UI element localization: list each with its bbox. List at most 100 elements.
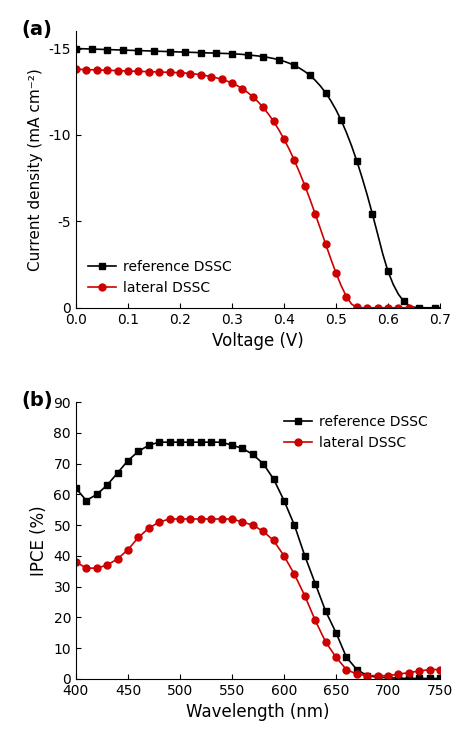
lateral DSSC (271, 536, 276, 545)
lateral DSSC (209, 514, 214, 523)
reference DSSC (73, 44, 79, 53)
reference DSSC (427, 674, 432, 683)
lateral DSSC (302, 591, 308, 600)
lateral DSSC (167, 514, 173, 523)
Text: (a): (a) (21, 20, 52, 39)
Y-axis label: IPCE (%): IPCE (%) (30, 505, 48, 576)
lateral DSSC (416, 666, 422, 675)
reference DSSC (416, 303, 422, 312)
lateral DSSC (396, 670, 401, 679)
lateral DSSC (375, 672, 381, 680)
reference DSSC (239, 444, 245, 453)
reference DSSC (349, 142, 355, 151)
lateral DSSC (365, 672, 370, 680)
reference DSSC (83, 496, 89, 505)
lateral DSSC (136, 533, 141, 542)
lateral DSSC (354, 670, 360, 679)
lateral DSSC (323, 637, 328, 646)
Legend: reference DSSC, lateral DSSC: reference DSSC, lateral DSSC (83, 255, 237, 301)
reference DSSC (260, 459, 266, 468)
reference DSSC (188, 438, 193, 447)
reference DSSC (292, 61, 297, 70)
reference DSSC (416, 674, 422, 683)
Legend: reference DSSC, lateral DSSC: reference DSSC, lateral DSSC (279, 409, 433, 456)
reference DSSC (250, 450, 255, 459)
reference DSSC (104, 481, 110, 490)
reference DSSC (146, 441, 152, 450)
reference DSSC (437, 303, 443, 312)
reference DSSC (125, 456, 131, 465)
lateral DSSC (333, 653, 339, 662)
reference DSSC (406, 674, 412, 683)
reference DSSC (396, 674, 401, 683)
Line: lateral DSSC: lateral DSSC (73, 66, 418, 311)
lateral DSSC (312, 616, 318, 625)
reference DSSC (229, 441, 235, 450)
lateral DSSC (391, 303, 396, 312)
reference DSSC (250, 51, 255, 60)
lateral DSSC (73, 557, 79, 566)
reference DSSC (94, 490, 100, 499)
reference DSSC (375, 673, 381, 682)
lateral DSSC (219, 514, 224, 523)
reference DSSC (312, 579, 318, 588)
lateral DSSC (219, 75, 224, 84)
Y-axis label: Current density (mA cm⁻²): Current density (mA cm⁻²) (28, 68, 43, 271)
reference DSSC (302, 551, 308, 560)
reference DSSC (333, 628, 339, 637)
lateral DSSC (146, 524, 152, 533)
lateral DSSC (73, 65, 79, 73)
lateral DSSC (156, 518, 162, 527)
reference DSSC (281, 496, 287, 505)
lateral DSSC (125, 545, 131, 554)
lateral DSSC (411, 303, 417, 312)
lateral DSSC (359, 303, 365, 312)
reference DSSC (136, 447, 141, 456)
lateral DSSC (427, 665, 432, 674)
lateral DSSC (94, 564, 100, 573)
lateral DSSC (239, 518, 245, 527)
lateral DSSC (83, 564, 89, 573)
reference DSSC (365, 672, 370, 680)
lateral DSSC (99, 65, 105, 74)
X-axis label: Wavelength (nm): Wavelength (nm) (186, 703, 330, 721)
lateral DSSC (385, 672, 391, 680)
lateral DSSC (437, 665, 443, 674)
reference DSSC (354, 665, 360, 674)
lateral DSSC (344, 665, 349, 674)
lateral DSSC (104, 561, 110, 570)
reference DSSC (115, 468, 120, 477)
lateral DSSC (292, 570, 297, 579)
lateral DSSC (338, 281, 344, 290)
reference DSSC (271, 475, 276, 484)
reference DSSC (437, 674, 443, 683)
reference DSSC (73, 484, 79, 493)
reference DSSC (219, 438, 224, 447)
Line: reference DSSC: reference DSSC (73, 439, 443, 681)
lateral DSSC (188, 514, 193, 523)
lateral DSSC (156, 68, 162, 76)
lateral DSSC (177, 68, 183, 77)
lateral DSSC (177, 514, 183, 523)
lateral DSSC (250, 521, 255, 530)
reference DSSC (167, 438, 173, 447)
reference DSSC (292, 521, 297, 530)
reference DSSC (177, 47, 183, 56)
lateral DSSC (115, 554, 120, 563)
lateral DSSC (229, 514, 235, 523)
Text: (b): (b) (21, 391, 53, 410)
Line: reference DSSC: reference DSSC (73, 46, 443, 311)
lateral DSSC (198, 514, 204, 523)
reference DSSC (198, 438, 204, 447)
reference DSSC (421, 303, 427, 312)
lateral DSSC (260, 527, 266, 536)
reference DSSC (344, 653, 349, 662)
reference DSSC (156, 438, 162, 447)
X-axis label: Voltage (V): Voltage (V) (212, 332, 304, 350)
reference DSSC (177, 438, 183, 447)
lateral DSSC (281, 551, 287, 560)
reference DSSC (323, 607, 328, 616)
lateral DSSC (406, 668, 412, 677)
reference DSSC (83, 45, 89, 53)
reference DSSC (209, 438, 214, 447)
